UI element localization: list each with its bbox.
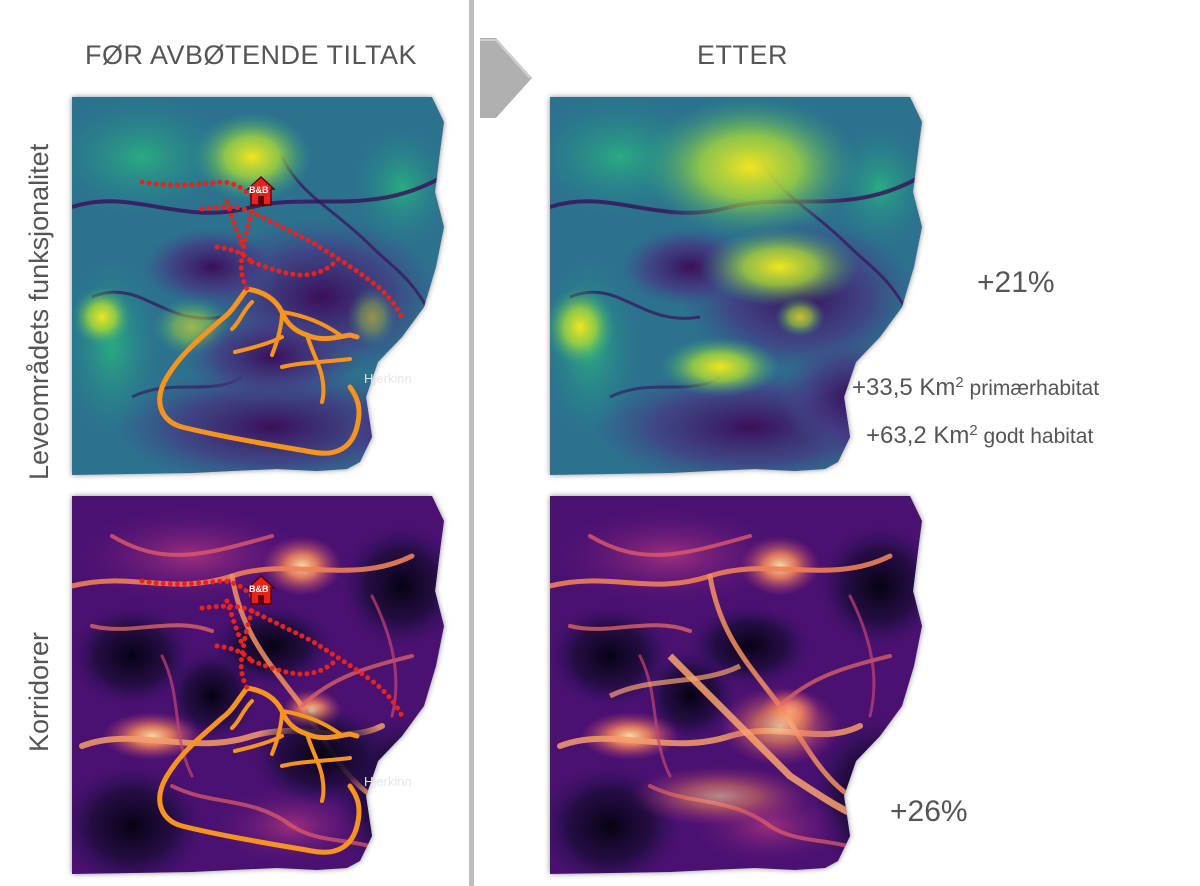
- primary-habitat-stat: +33,5 Km2 primærhabitat: [852, 374, 1099, 402]
- good-habitat-unit-sup: 2: [969, 422, 978, 439]
- after-column-title: ETTER: [697, 40, 789, 70]
- bnb-label: B&B: [249, 185, 269, 195]
- map-after-corridors: [550, 496, 930, 876]
- good-habitat-label: godt habitat: [977, 425, 1094, 448]
- panel-divider: [469, 0, 474, 886]
- bnb-label: B&B: [249, 584, 269, 594]
- place-label-hjerkinn: Hjerkinn: [364, 371, 412, 386]
- arrow-right-icon: [480, 38, 532, 118]
- good-habitat-value: +63,2 Km: [866, 422, 970, 449]
- primary-habitat-value: +33,5 Km: [852, 374, 956, 401]
- map-after-functionality: [550, 97, 930, 477]
- place-label-hjerkinn: Hjerkinn: [364, 774, 412, 789]
- primary-habitat-unit-sup: 2: [955, 374, 964, 391]
- map-before-corridors: B&B Hjerkinn: [72, 496, 452, 876]
- before-column-title: FØR AVBØTENDE TILTAK: [85, 40, 418, 70]
- row-label-functionality: Leveområdets funksjonalitet: [24, 143, 54, 480]
- map-before-functionality: B&B Hjerkinn: [72, 97, 452, 477]
- functionality-change-stat: +21%: [977, 266, 1055, 299]
- corridor-change-stat: +26%: [890, 795, 968, 828]
- row-label-corridors: Korridorer: [24, 631, 54, 752]
- good-habitat-stat: +63,2 Km2 godt habitat: [866, 422, 1093, 450]
- primary-habitat-label: primærhabitat: [963, 377, 1100, 400]
